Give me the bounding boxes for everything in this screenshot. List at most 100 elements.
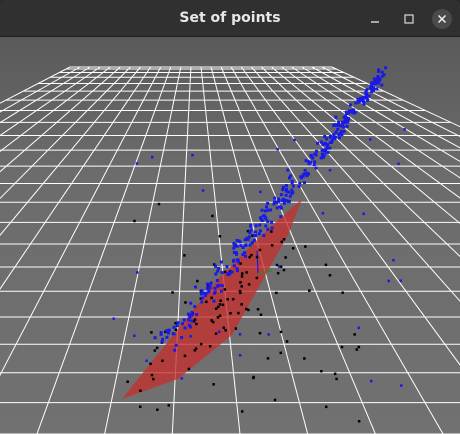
inlier-point: [174, 343, 178, 347]
inlier-point: [293, 138, 296, 142]
outlier-point: [216, 316, 220, 319]
inlier-point: [190, 311, 194, 314]
outlier-point: [150, 373, 154, 377]
outlier-point: [226, 298, 229, 301]
inlier-point: [325, 146, 329, 150]
title-bar[interactable]: Set of points: [0, 0, 460, 37]
inlier-point: [307, 172, 310, 176]
inlier-point: [254, 224, 258, 228]
outlier-point: [273, 398, 277, 402]
inlier-point: [189, 301, 193, 305]
inlier-point: [380, 70, 384, 74]
outlier-point: [240, 303, 243, 306]
inlier-point: [330, 140, 333, 144]
inlier-point: [356, 97, 360, 101]
inlier-point: [238, 333, 242, 336]
inlier-point: [180, 336, 184, 339]
inlier-point: [354, 101, 358, 105]
inlier-point: [234, 251, 238, 255]
inlier-point: [190, 319, 194, 323]
inlier-point: [258, 229, 262, 233]
inlier-point: [378, 77, 382, 81]
inlier-point: [259, 190, 262, 194]
inlier-point: [136, 271, 139, 274]
inlier-point: [357, 326, 361, 329]
inlier-point: [188, 315, 192, 319]
inlier-point: [287, 190, 291, 194]
inlier-point: [366, 98, 370, 102]
outlier-point: [183, 354, 187, 358]
inlier-point: [400, 384, 403, 387]
inlier-point: [272, 202, 276, 206]
inlier-point: [282, 201, 286, 205]
outlier-point: [237, 311, 240, 315]
inlier-point: [257, 232, 261, 236]
outlier-point: [219, 299, 222, 302]
inlier-point: [287, 199, 291, 203]
inlier-point: [306, 160, 310, 164]
inlier-point: [284, 189, 288, 193]
inlier-point: [284, 184, 288, 187]
inlier-point: [165, 329, 169, 332]
outlier-point: [195, 322, 198, 326]
inlier-point: [291, 184, 295, 188]
inlier-point: [321, 155, 325, 159]
outlier-point: [340, 345, 344, 349]
inlier-point: [207, 290, 211, 293]
inlier-point: [298, 181, 302, 185]
inlier-point: [225, 272, 229, 276]
inlier-point: [334, 115, 338, 119]
outlier-point: [174, 322, 177, 325]
maximize-button[interactable]: [399, 9, 419, 29]
inlier-point: [373, 80, 377, 84]
inlier-point: [175, 324, 179, 328]
outlier-point: [240, 285, 243, 288]
close-button[interactable]: [432, 9, 452, 29]
inlier-point: [403, 128, 406, 131]
inlier-point: [338, 124, 342, 128]
inlier-point: [217, 267, 221, 270]
outlier-point: [139, 405, 142, 408]
inlier-point: [297, 185, 301, 188]
inlier-point: [167, 331, 170, 335]
inlier-point: [159, 332, 163, 336]
inlier-point: [376, 75, 380, 78]
minimize-button[interactable]: [365, 9, 385, 29]
outlier-point: [258, 331, 262, 335]
inlier-point: [341, 123, 345, 127]
inlier-point: [216, 284, 220, 288]
minimize-icon: [371, 21, 379, 23]
inlier-point: [214, 272, 218, 276]
outlier-point: [133, 219, 136, 223]
inlier-point: [279, 193, 283, 197]
inlier-point: [369, 84, 373, 88]
3d-viewport[interactable]: [0, 37, 460, 434]
inlier-point: [369, 87, 373, 91]
inlier-point: [232, 264, 236, 268]
outlier-point: [155, 346, 159, 350]
outlier-point: [266, 357, 270, 360]
grid-line: [0, 66, 131, 200]
inlier-point: [208, 286, 212, 290]
outlier-point: [279, 351, 282, 355]
inlier-point: [219, 289, 223, 293]
outlier-point: [256, 308, 260, 311]
inlier-point: [235, 252, 238, 256]
inlier-point: [342, 130, 346, 133]
inlier-point: [232, 246, 236, 250]
outlier-point: [214, 332, 218, 335]
outlier-point: [183, 254, 186, 257]
inlier-point: [323, 148, 327, 152]
inlier-point: [245, 236, 249, 240]
inlier-point: [364, 91, 368, 95]
inlier-point: [191, 153, 194, 157]
outlier-point: [241, 272, 244, 275]
inlier-points: [112, 66, 406, 387]
inlier-point: [289, 174, 293, 178]
inlier-point: [275, 200, 279, 204]
grid-line: [291, 66, 460, 179]
inlier-point: [303, 168, 307, 172]
outlier-point: [335, 377, 338, 381]
inlier-point: [346, 120, 350, 124]
